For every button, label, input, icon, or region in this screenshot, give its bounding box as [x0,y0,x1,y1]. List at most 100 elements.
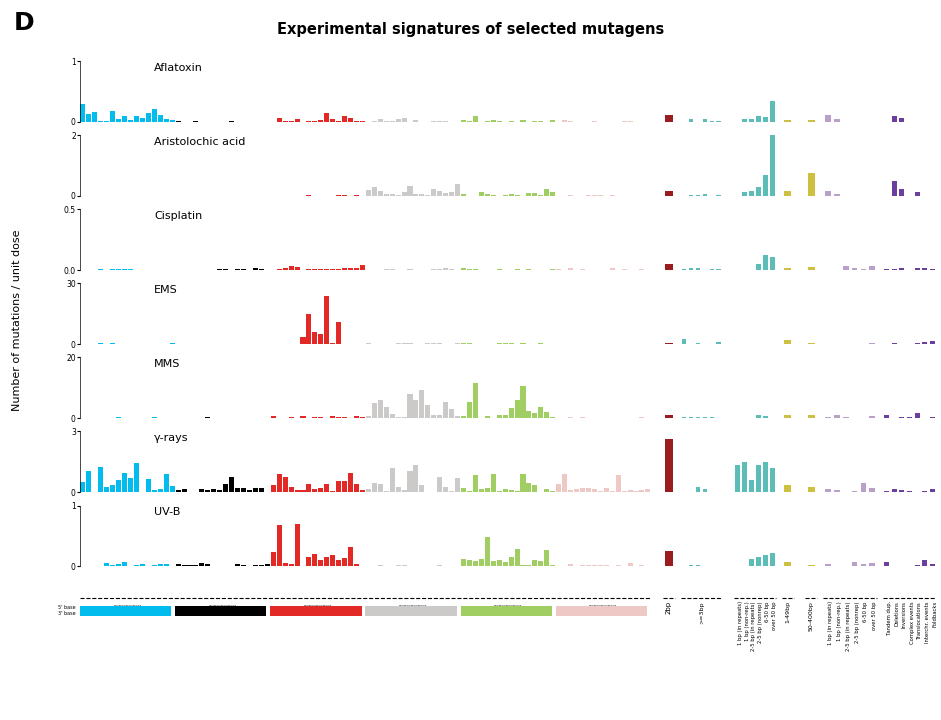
Bar [834,194,839,196]
Bar [497,121,502,122]
Bar [485,488,490,492]
Text: Translocations: Translocations [917,601,922,639]
Text: T: T [162,612,165,617]
Text: 6-50 bp: 6-50 bp [765,601,771,621]
Bar [497,343,502,344]
Bar [461,416,466,418]
Bar [259,565,263,566]
Bar [502,343,508,344]
Bar [212,489,216,492]
Bar [455,343,460,344]
Bar [861,483,867,492]
Text: Number of mutations / unit dose: Number of mutations / unit dose [12,230,22,411]
Bar [834,120,839,122]
Bar [930,417,935,418]
Bar [520,343,525,344]
Bar [807,267,815,270]
Text: Complex events: Complex events [910,601,915,644]
Bar [182,489,186,492]
Bar [526,193,532,196]
Bar [757,187,760,196]
Bar [377,400,383,418]
Text: 6-50 bp: 6-50 bp [864,601,869,621]
Text: Cisplatin: Cisplatin [154,211,202,221]
Bar [900,490,904,492]
Text: 1 bp (in repeats): 1 bp (in repeats) [738,601,742,645]
Text: Experimental signatures of selected mutagens: Experimental signatures of selected muta… [277,22,664,37]
Bar [586,564,591,566]
Bar [307,121,311,122]
Bar [533,413,537,418]
Bar [402,118,407,122]
Bar [907,417,912,418]
Bar [843,417,849,418]
Bar [479,559,484,566]
Bar [217,269,222,270]
Bar [497,560,502,566]
Bar [325,484,329,492]
Bar [473,116,478,122]
Bar [479,489,484,492]
Bar [922,268,927,270]
Bar [348,547,353,566]
Bar [407,395,412,418]
Text: A: A [375,612,379,617]
Bar [485,194,490,196]
Bar [330,119,335,122]
Bar [325,296,329,344]
Text: D: D [14,11,35,35]
Bar [861,564,867,566]
Bar [592,489,597,492]
Bar [80,104,86,122]
Bar [152,565,157,566]
Bar [449,409,455,418]
Bar [443,402,448,418]
Bar [757,116,760,122]
Bar [885,562,889,566]
Bar [122,562,127,566]
Bar [128,269,133,270]
Bar [438,269,442,270]
Bar [757,415,760,418]
Bar [825,114,831,122]
Bar [502,195,508,196]
Bar [710,269,714,270]
Bar [402,490,407,492]
Bar [885,491,889,492]
Bar [520,120,525,122]
Bar [182,564,186,566]
Bar [610,491,614,492]
Bar [354,564,359,566]
Bar [502,415,508,418]
Bar [140,118,145,122]
Bar [134,564,139,566]
Bar [359,490,365,492]
Text: G: G [518,612,521,617]
Bar [98,467,104,492]
Bar [502,489,508,492]
Bar [491,474,496,492]
Bar [259,269,263,270]
Text: 1-49bp: 1-49bp [785,601,790,624]
Bar [640,490,645,492]
Bar [330,269,335,270]
Bar [194,565,199,566]
Bar [395,343,401,344]
Bar [122,473,127,492]
Bar [98,343,104,344]
Bar [377,119,383,122]
Bar [538,407,543,418]
Bar [742,192,747,196]
Bar [598,491,603,492]
Bar [282,269,288,270]
Bar [825,191,831,196]
Bar [134,116,139,122]
Text: Inversions: Inversions [901,601,907,628]
Text: C: C [114,612,118,617]
Text: A: A [566,612,569,617]
Bar [289,266,294,270]
Bar [330,491,335,492]
Bar [538,343,543,344]
Bar [295,120,299,122]
Bar [402,565,407,566]
